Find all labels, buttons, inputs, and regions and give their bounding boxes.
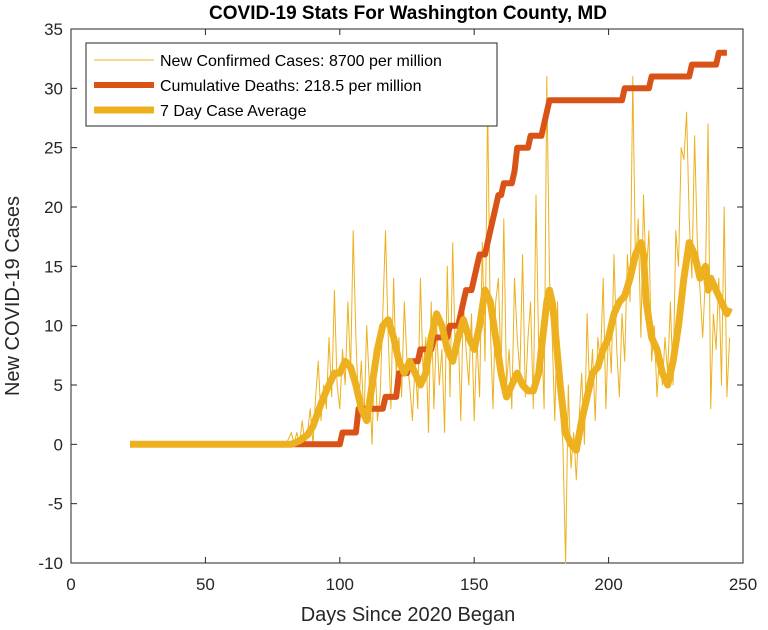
y-axis-label: New COVID-19 Cases (2, 196, 24, 396)
series-line-new-cases (130, 76, 731, 564)
x-axis: 0 50 100 150 200 250 (66, 29, 757, 594)
y-tick-label: 25 (44, 139, 63, 158)
y-axis: -10 -5 0 5 10 15 20 25 30 35 (38, 20, 743, 573)
y-tick-label: 15 (44, 257, 63, 276)
x-axis-label: Days Since 2020 Began (301, 604, 516, 626)
y-tick-label: -5 (48, 495, 63, 514)
y-tick-label: 5 (54, 376, 63, 395)
y-tick-label: 35 (44, 20, 63, 39)
chart-title: COVID-19 Stats For Washington County, MD (209, 3, 607, 24)
legend-box (85, 42, 498, 127)
x-tick-label: 200 (594, 575, 622, 594)
y-tick-label: 30 (44, 79, 63, 98)
x-tick-label: 50 (196, 575, 215, 594)
series-line-7-day-average (130, 239, 733, 454)
x-tick-label: 100 (326, 575, 354, 594)
y-tick-label: -10 (38, 554, 63, 573)
x-tick-label: 250 (729, 575, 757, 594)
legend: New Confirmed Cases: 8700 per million Cu… (85, 42, 498, 127)
legend-label-new-cases: New Confirmed Cases: 8700 per million (160, 53, 442, 70)
y-tick-label: 0 (54, 435, 63, 454)
x-tick-label: 150 (460, 575, 488, 594)
legend-label-7-day-average: 7 Day Case Average (160, 103, 307, 120)
x-tick-label: 0 (66, 575, 75, 594)
legend-label-deaths: Cumulative Deaths: 218.5 per million (160, 78, 421, 95)
y-tick-label: 10 (44, 317, 63, 336)
y-tick-label: 20 (44, 198, 63, 217)
series-layer (130, 49, 733, 564)
